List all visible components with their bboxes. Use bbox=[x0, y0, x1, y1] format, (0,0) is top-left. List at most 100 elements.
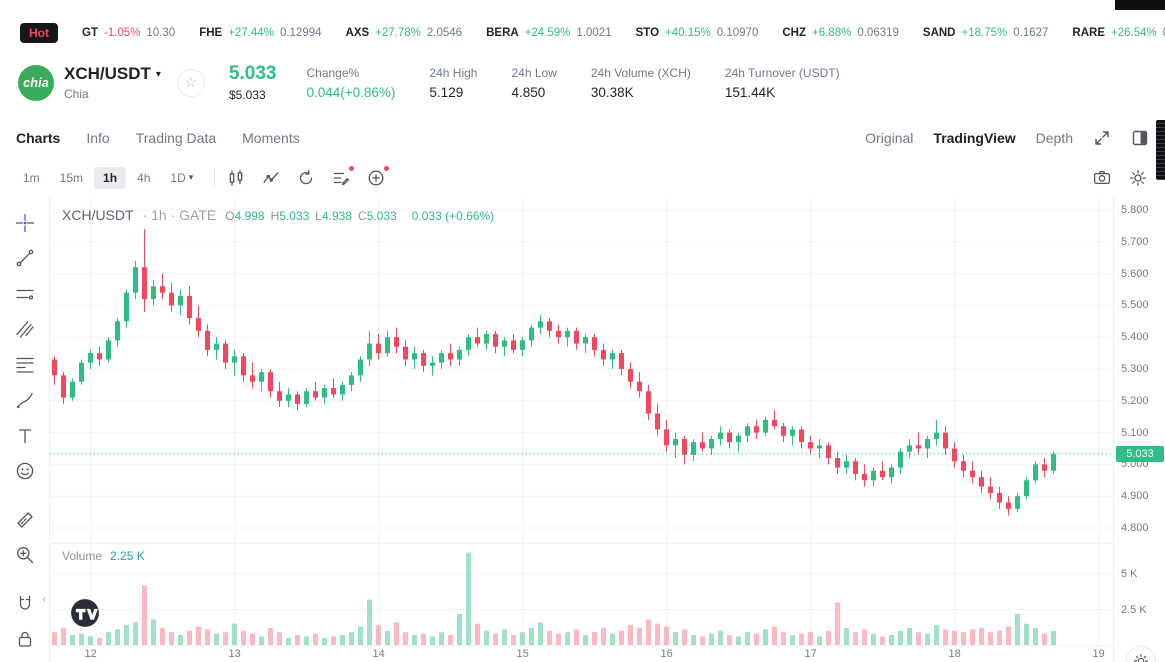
price-tick-label: 5.800 bbox=[1121, 204, 1149, 216]
ticker-symbol: GT bbox=[82, 26, 98, 39]
ticker-price: 0.03032 bbox=[1163, 27, 1165, 39]
chart-area[interactable]: XCH/USDT · 1h · GATE O4.998 H5.033 L4.938 C… bbox=[50, 197, 1113, 645]
interval-4h[interactable]: 4h bbox=[128, 167, 159, 189]
camera-icon[interactable] bbox=[1093, 169, 1111, 187]
price-tick-label: 5.700 bbox=[1121, 235, 1149, 248]
mode-depth[interactable]: Depth bbox=[1035, 130, 1073, 146]
ticker-item[interactable]: CHZ +6.88% 0.06319 bbox=[782, 27, 899, 39]
stat-value: 0.044(+0.86%) bbox=[306, 84, 396, 100]
interval-1d[interactable]: 1D ▾ bbox=[161, 167, 202, 189]
interval-label: 1m bbox=[23, 170, 40, 185]
ticker-symbol: STO bbox=[635, 26, 660, 39]
toolbar-icons bbox=[227, 165, 390, 187]
stat-label: 24h Low bbox=[511, 65, 557, 80]
tool-magnifier[interactable] bbox=[12, 543, 38, 569]
ticker-price: 2.0546 bbox=[426, 26, 463, 39]
interval-label: 4h bbox=[137, 170, 151, 185]
tool-crosshair[interactable] bbox=[12, 210, 38, 236]
tool-ruler[interactable] bbox=[12, 507, 38, 533]
pair-name: XCH/USDT bbox=[64, 64, 151, 83]
chart-mode-switch: Original TradingView Depth bbox=[865, 129, 1149, 147]
layout-panel-icon[interactable] bbox=[1131, 129, 1149, 147]
ohlc-value: 5.033 bbox=[366, 209, 397, 223]
ticker-item[interactable]: GT -1.05% 10.30 bbox=[82, 27, 175, 39]
refresh-icon[interactable] bbox=[297, 169, 315, 187]
volume-label: Volume bbox=[62, 549, 103, 563]
ticker-item[interactable]: RARE +26.54% 0.03032 bbox=[1072, 27, 1165, 39]
ohlc-key: C bbox=[358, 209, 367, 223]
time-axis[interactable]: 12 13 14 15 16 17 18 19 bbox=[50, 645, 1113, 662]
stat-24h-low: 24h Low 4.850 bbox=[511, 66, 556, 100]
fiat-price: $5.033 bbox=[228, 88, 266, 102]
tab-charts[interactable]: Charts bbox=[16, 130, 61, 146]
volume-tick-label: 5 K bbox=[1121, 568, 1138, 580]
time-tick-label: 14 bbox=[372, 648, 385, 660]
ticker-symbol: BERA bbox=[486, 26, 519, 39]
collapse-sidebar-icon[interactable]: ‹ bbox=[42, 591, 47, 606]
pair-selector[interactable]: XCH/USDT ▾ bbox=[64, 64, 161, 84]
tool-trend-line[interactable] bbox=[12, 246, 38, 272]
interval-1h[interactable]: 1h bbox=[94, 166, 127, 189]
ticker-change: +6.88% bbox=[812, 26, 852, 39]
tool-lock[interactable] bbox=[12, 627, 38, 653]
candlestick-chart[interactable] bbox=[50, 197, 1113, 645]
tool-pitchfork[interactable] bbox=[12, 317, 38, 343]
ruler-icon bbox=[16, 512, 33, 528]
tabs-row: Charts Info Trading Data Moments Original Tr… bbox=[0, 118, 1165, 159]
parallel-lines-icon bbox=[15, 289, 34, 300]
tab-info[interactable]: Info bbox=[86, 130, 110, 146]
side-panel-handle[interactable] bbox=[1156, 120, 1165, 180]
pair-header: chia XCH/USDT ▾ Chia ☆ 5.033 $5.033 Chan… bbox=[0, 47, 1165, 118]
tradingview-logo-icon[interactable] bbox=[70, 598, 100, 628]
time-tick-label: 18 bbox=[948, 648, 961, 660]
current-price-tag: 5.033 bbox=[1116, 445, 1164, 462]
mode-original[interactable]: Original bbox=[865, 130, 914, 146]
add-indicator-icon[interactable] bbox=[367, 165, 390, 187]
ticker-item[interactable]: BERA +24.59% 1.0021 bbox=[486, 27, 612, 39]
tool-parallel-lines[interactable] bbox=[12, 281, 38, 307]
ohlc-key: O bbox=[225, 209, 235, 223]
interval-1m[interactable]: 1m bbox=[14, 167, 49, 189]
stat-value: 151.44K bbox=[724, 84, 776, 100]
ticker-symbol: RARE bbox=[1072, 26, 1106, 39]
browser-chrome-artifact bbox=[1115, 0, 1165, 10]
tool-emoji[interactable] bbox=[12, 459, 38, 485]
tab-trading-data[interactable]: Trading Data bbox=[135, 130, 217, 146]
order-list-icon[interactable] bbox=[332, 165, 355, 187]
expand-icon[interactable] bbox=[1093, 129, 1111, 147]
indicators-icon[interactable] bbox=[262, 169, 280, 187]
price-tick-label: 5.500 bbox=[1121, 299, 1149, 312]
crosshair-icon bbox=[15, 213, 34, 232]
interval-15m[interactable]: 15m bbox=[51, 167, 92, 189]
price-axis[interactable]: 5.800 5.700 5.600 5.500 5.400 5.300 5.200 5.100… bbox=[1113, 197, 1165, 662]
ticker-item[interactable]: AXS +27.78% 2.0546 bbox=[346, 27, 463, 39]
time-tick-label: 16 bbox=[660, 648, 673, 660]
ticker-item[interactable]: FHE +27.44% 0.12994 bbox=[199, 27, 321, 39]
time-tick-label: 17 bbox=[804, 648, 817, 660]
price-tick-label: 5.600 bbox=[1121, 267, 1149, 280]
volume-value: 2.25 K bbox=[110, 549, 145, 563]
gear-icon[interactable] bbox=[1129, 169, 1147, 187]
tool-fib-retracement[interactable] bbox=[12, 352, 38, 378]
price-tick-label: 5.400 bbox=[1121, 331, 1149, 344]
candle-style-icon[interactable] bbox=[227, 169, 245, 187]
tool-magnet[interactable] bbox=[12, 591, 38, 617]
tool-brush[interactable] bbox=[12, 388, 38, 414]
ohlc-key: L bbox=[315, 209, 322, 223]
notification-dot bbox=[384, 165, 390, 171]
favorite-button[interactable]: ☆ bbox=[176, 68, 205, 97]
tab-moments[interactable]: Moments bbox=[242, 130, 300, 146]
brush-icon bbox=[16, 393, 33, 409]
price-tick-label: 4.900 bbox=[1121, 490, 1149, 503]
ticker-item[interactable]: SAND +18.75% 0.1627 bbox=[923, 27, 1049, 39]
ticker-items: GT -1.05% 10.30 FHE +27.44% 0.12994 AXS +27.78%… bbox=[82, 27, 1165, 39]
stat-24h-volume-xch-: 24h Volume (XCH) 30.38K bbox=[591, 66, 691, 100]
price-tick-label: 5.300 bbox=[1121, 363, 1149, 375]
stat-value: 4.850 bbox=[511, 84, 546, 100]
stat-24h-high: 24h High 5.129 bbox=[429, 66, 477, 100]
ohlc-values: O4.998 H5.033 L4.938 C5.033 bbox=[225, 209, 403, 223]
mode-tradingview[interactable]: TradingView bbox=[933, 130, 1016, 146]
ticker-item[interactable]: STO +40.15% 0.10970 bbox=[636, 27, 759, 39]
tool-text[interactable] bbox=[12, 423, 38, 449]
